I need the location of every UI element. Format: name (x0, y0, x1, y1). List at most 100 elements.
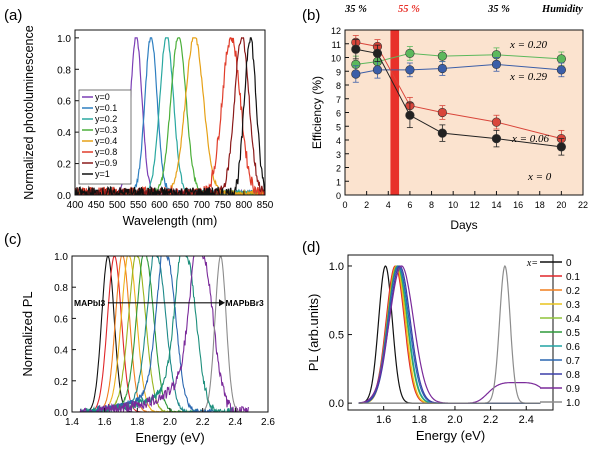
data-point (556, 142, 566, 152)
y-tick-label: 9 (336, 67, 341, 77)
x-tick-label: 750 (214, 200, 231, 211)
data-point (437, 107, 447, 118)
panel-b: x = 0.20x = 0.29x = 0.06x = 00 2 4 6 8 10 12 14… (310, 4, 588, 232)
data-point (372, 48, 383, 58)
x-tick-label: 1.6 (98, 417, 112, 428)
x-tick-label: 2.0 (163, 417, 177, 428)
panel-label-b: (b) (302, 7, 320, 24)
y-tick-label: 3 (336, 150, 341, 160)
y-tick-label: 0.0 (57, 191, 71, 202)
y-tick-label: 5 (336, 122, 341, 132)
legend-title: x= (526, 258, 538, 269)
x-tick-label: 10 (448, 200, 458, 210)
legend-label: 1.0 (566, 398, 580, 409)
x-tick-label: 2.4 (519, 414, 534, 426)
y-axis-label: PL (arb.units) (306, 294, 321, 372)
data-point (556, 54, 566, 64)
arrow-left-label: MAPbI3 (74, 298, 105, 308)
legend-label: y=0.1 (95, 103, 117, 113)
y-tick-label: 7 (336, 95, 341, 105)
humidity-right-label: 35 % (487, 4, 510, 15)
panel-a: 400 450 500 550 600 650 700 750 800 850 0.0 0.2 0.4 0… (22, 25, 274, 228)
series-line-c (79, 256, 249, 412)
data-point (437, 128, 447, 138)
y-tick-label: 0.0 (54, 408, 68, 419)
x-tick-label: 2 (364, 200, 369, 210)
x-tick-label: 400 (67, 200, 84, 211)
x-axis-label: Energy (eV) (135, 430, 204, 445)
x-tick-label: 12 (470, 200, 480, 210)
x-tick-label: 20 (556, 200, 566, 210)
series-label: x = 0.29 (509, 71, 548, 83)
series-label: x = 0.20 (509, 39, 548, 51)
humidity-mid-label: 55 % (398, 4, 420, 15)
panel-label-d: (d) (302, 239, 320, 256)
humidity-title: Humidity (541, 4, 583, 15)
series-group-a (75, 37, 265, 195)
legend-label: 0.9 (566, 384, 580, 395)
x-tick-label: 4 (386, 200, 391, 210)
y-tick-label: 10 (331, 54, 341, 64)
legend-label: 0.3 (566, 300, 580, 311)
x-tick-label: 1.4 (65, 417, 79, 428)
data-point (437, 63, 447, 74)
legend-label: y=0.3 (95, 125, 117, 135)
legend-label: y=0 (95, 92, 110, 102)
data-point (491, 117, 502, 127)
y-tick-label: 0.8 (54, 283, 68, 294)
x-tick-label: 1.8 (412, 414, 427, 426)
x-tick-label: 6 (407, 200, 412, 210)
data-point (372, 65, 383, 75)
series-line-c (80, 256, 268, 412)
x-tick-label: 14 (491, 200, 501, 210)
x-tick-label: 800 (236, 200, 253, 211)
data-point (437, 51, 447, 61)
y-tick-label: 0.4 (57, 128, 71, 139)
legend-a: y=0y=0.1y=0.2y=0.3y=0.4y=0.8y=0.9y=1 (78, 89, 132, 185)
legend-label: 0.1 (566, 272, 580, 283)
legend-label: 0.2 (566, 286, 580, 297)
plot-frame (74, 29, 266, 196)
legend-label: y=0.2 (95, 114, 117, 124)
x-tick-label: 2.6 (261, 417, 275, 428)
arrow-head (219, 299, 225, 307)
x-axis-label: Energy (eV) (416, 428, 485, 443)
x-tick-label: 2.4 (228, 417, 242, 428)
y-tick-label: 1 (336, 177, 341, 187)
y-tick-label: 2 (336, 164, 341, 174)
legend-label: y=1 (95, 169, 110, 179)
data-point (491, 59, 502, 69)
series-label: x = 0.06 (511, 133, 550, 145)
x-tick-label: 2.0 (447, 414, 462, 426)
humidity-left-label: 35 % (344, 4, 367, 15)
y-tick-label: 4 (336, 136, 341, 146)
series-line-c (79, 256, 207, 412)
legend-label: y=0.9 (95, 158, 117, 168)
y-tick-label: 6 (336, 109, 341, 119)
y-tick-label: 11 (332, 40, 341, 50)
data-point (405, 48, 415, 58)
y-tick-label: 12 (331, 26, 341, 36)
data-point (491, 134, 502, 144)
legend-label: 0.5 (566, 328, 580, 339)
x-tick-label: 650 (172, 200, 189, 211)
series-line-c (80, 256, 268, 412)
y-axis-label: Normalized PL (20, 291, 35, 376)
data-point (405, 110, 415, 120)
y-tick-label: 1.0 (57, 34, 71, 45)
y-tick-label: 0.5 (329, 330, 344, 342)
panel-d: 1.6 1.8 2.0 2.2 2.4 0.0 0.5 1.0 Energy (eV) PL (a… (306, 254, 580, 443)
x-axis-label: Wavelength (nm) (123, 214, 218, 228)
panel-c: 1.4 1.6 1.8 2.0 2.2 2.4 2.6 0.0 0.2 0.4 0.6 0.8 1.0 E… (20, 252, 275, 445)
x-axis-label: Days (450, 218, 477, 232)
x-tick-label: 450 (88, 200, 105, 211)
x-tick-label: 600 (151, 200, 168, 211)
legend-label: 0 (566, 258, 572, 269)
legend-label: 0.7 (566, 356, 580, 367)
x-tick-label: 22 (578, 200, 588, 210)
panel-label-c: (c) (4, 231, 22, 248)
x-tick-label: 2.2 (196, 417, 210, 428)
legend-label: 0.8 (566, 370, 580, 381)
x-tick-label: 1.8 (130, 417, 144, 428)
